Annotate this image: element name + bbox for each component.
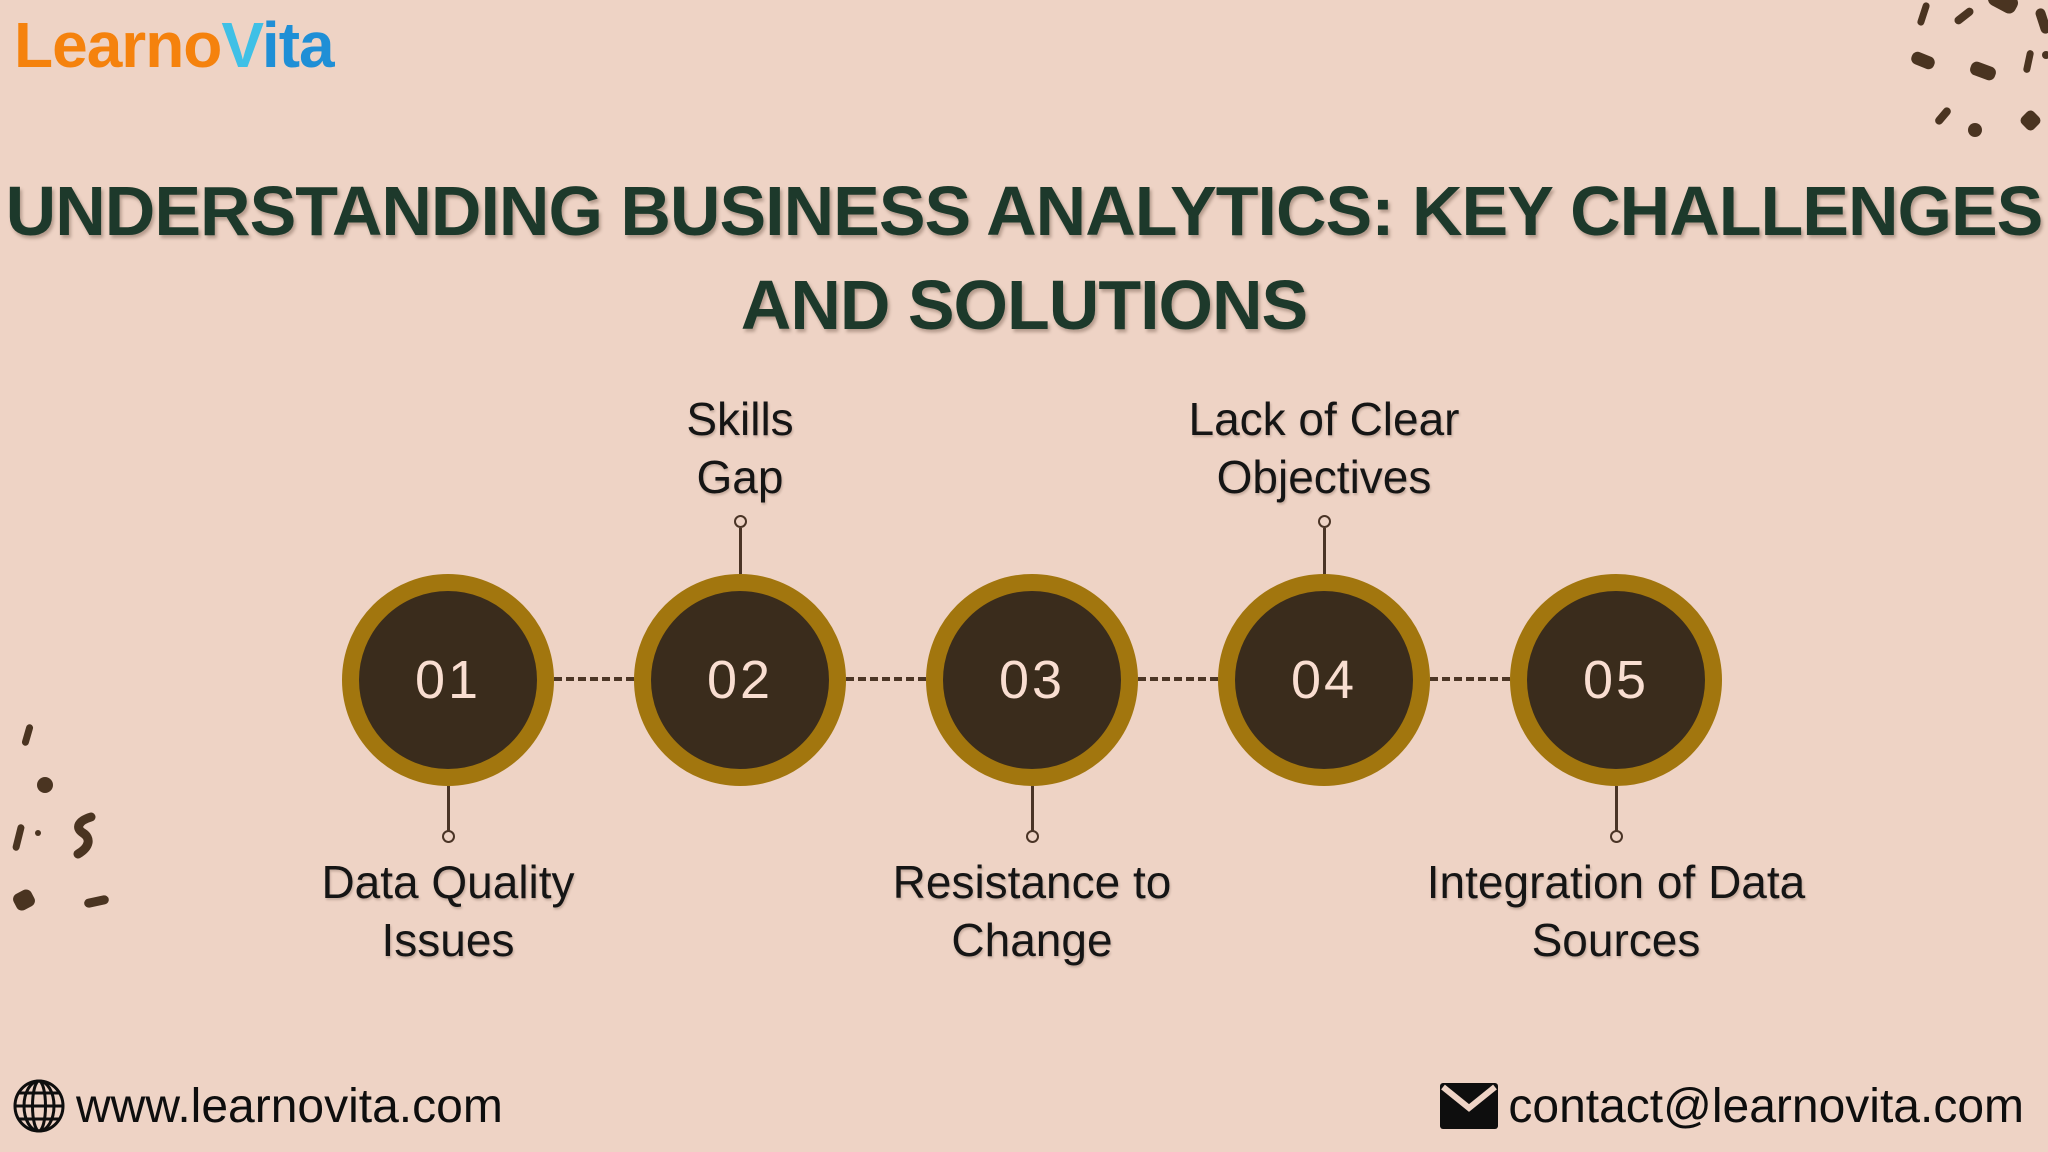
- confetti-dot: [2042, 51, 2048, 59]
- footer-website[interactable]: www.learnovita.com: [12, 1076, 503, 1136]
- step-1-stem-dot: [442, 830, 455, 843]
- step-2-label: Skills Gap: [460, 390, 1020, 506]
- confetti-dot: [1968, 123, 1982, 137]
- step-1-circle: 01: [342, 574, 554, 786]
- step-3-label-line-2: Change: [951, 914, 1113, 966]
- confetti-piece: [2018, 108, 2043, 133]
- confetti-piece: [1933, 105, 1953, 127]
- confetti-piece: [2022, 49, 2035, 74]
- step-2-number: 02: [706, 650, 774, 710]
- step-5-circle: 05: [1510, 574, 1722, 786]
- step-5-label-line-1: Integration of Data: [1426, 856, 1806, 908]
- step-2-label-line-2: Gap: [696, 451, 784, 503]
- connector-line: [1138, 677, 1218, 681]
- confetti-piece: [1968, 59, 1998, 83]
- step-4-circle: 04: [1218, 574, 1430, 786]
- step-2-circle: 02: [634, 574, 846, 786]
- step-3-label: Resistance to Change: [752, 853, 1312, 969]
- step-2-stem-line: [739, 528, 742, 574]
- confetti-piece: [10, 887, 38, 913]
- footer-email[interactable]: contact@learnovita.com: [1440, 1076, 2024, 1136]
- step-1-label-line-1: Data Quality: [321, 856, 575, 908]
- confetti-piece: [1952, 6, 1976, 26]
- squiggle-icon: [73, 812, 96, 859]
- step-4-label: Lack of Clear Objectives: [1044, 390, 1604, 506]
- step-5-number: 05: [1582, 650, 1650, 710]
- confetti-dot: [37, 777, 53, 793]
- logo-part-learno: Learno: [14, 9, 222, 81]
- confetti-piece: [2034, 7, 2048, 35]
- step-1-number: 01: [414, 650, 482, 710]
- step-3-stem-dot: [1026, 830, 1039, 843]
- confetti-piece: [83, 894, 110, 909]
- globe-icon: [13, 1079, 65, 1133]
- step-5-label-line-2: Sources: [1531, 914, 1701, 966]
- step-2-label-line-1: Skills: [686, 393, 794, 445]
- logo-part-v: V: [221, 9, 262, 81]
- step-4-label-line-1: Lack of Clear: [1188, 393, 1460, 445]
- step-3-number: 03: [998, 650, 1066, 710]
- page-title-line-1: UNDERSTANDING BUSINESS ANALYTICS: KEY CH…: [5, 172, 2044, 250]
- envelope-icon: [1440, 1083, 1499, 1129]
- logo-part-ita: ita: [261, 9, 334, 81]
- connector-line: [554, 677, 634, 681]
- step-5-stem-dot: [1610, 830, 1623, 843]
- page-title-line-2: AND SOLUTIONS: [740, 266, 1308, 344]
- step-5-stem-line: [1615, 786, 1618, 832]
- confetti-piece: [1916, 1, 1931, 27]
- step-4-number: 04: [1290, 650, 1358, 710]
- learnovita-logo: LearnoVita: [14, 8, 334, 82]
- step-3-circle: 03: [926, 574, 1138, 786]
- step-4-stem-dot: [1318, 515, 1331, 528]
- step-4-stem-line: [1323, 528, 1326, 574]
- step-2-stem-dot: [734, 515, 747, 528]
- step-1-label: Data Quality Issues: [168, 853, 728, 969]
- step-3-label-line-1: Resistance to: [892, 856, 1172, 908]
- website-url: www.learnovita.com: [76, 1079, 503, 1133]
- step-1-stem-line: [447, 786, 450, 832]
- confetti-piece: [21, 723, 34, 747]
- connector-line: [1430, 677, 1510, 681]
- step-4-label-line-2: Objectives: [1216, 451, 1432, 503]
- connector-line: [846, 677, 926, 681]
- step-3-stem-line: [1031, 786, 1034, 832]
- step-5-label: Integration of Data Sources: [1336, 853, 1896, 969]
- confetti-piece: [1985, 0, 2021, 16]
- confetti-dot: [35, 830, 41, 836]
- confetti-piece: [11, 823, 26, 852]
- step-1-label-line-2: Issues: [381, 914, 515, 966]
- confetti-piece: [1909, 49, 1937, 72]
- email-address: contact@learnovita.com: [1508, 1079, 2024, 1133]
